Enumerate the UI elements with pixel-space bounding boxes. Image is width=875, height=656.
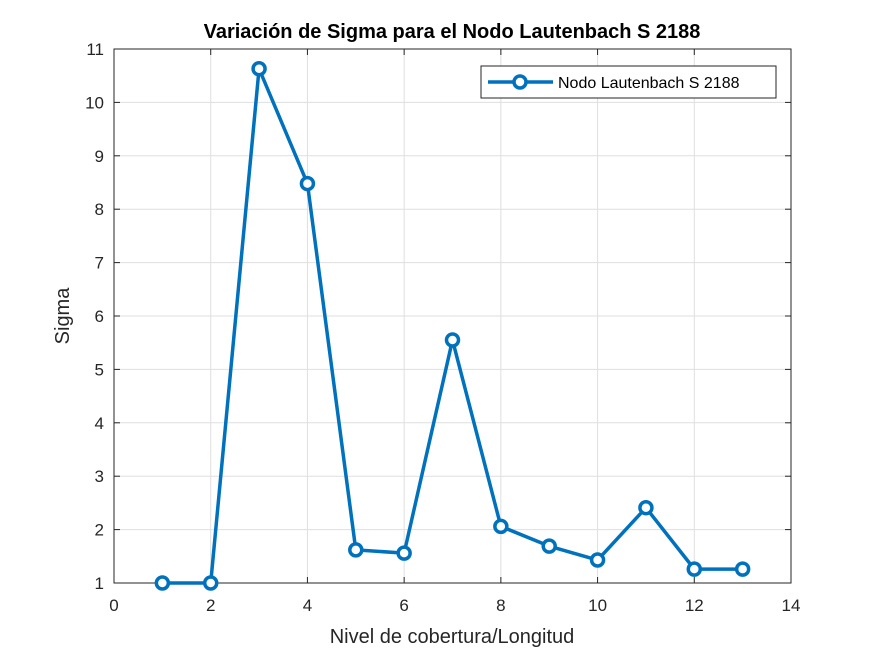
y-tick-label: 6 (95, 307, 104, 326)
data-point (396, 545, 412, 561)
data-point (686, 561, 703, 577)
y-tick-label: 1 (95, 574, 104, 593)
y-tick-label: 10 (85, 93, 104, 112)
data-point (154, 575, 171, 591)
x-tick-labels: 0 2 4 6 8 10 12 14 (109, 596, 800, 615)
x-tick-label: 2 (206, 596, 215, 615)
y-tick-label: 5 (95, 360, 104, 379)
x-axis-label: Nivel de cobertura/Longitud (330, 626, 575, 648)
y-tick-label: 11 (86, 40, 104, 59)
series-group (154, 61, 751, 591)
data-point (202, 575, 219, 591)
y-tick-labels: 1 2 3 4 5 6 7 8 9 10 11 (85, 40, 104, 593)
y-tick-label: 4 (95, 414, 104, 433)
x-tick-label: 6 (399, 596, 408, 615)
x-tick-label: 8 (496, 596, 505, 615)
data-point (444, 332, 461, 348)
legend: Nodo Lautenbach S 2188 (480, 65, 777, 99)
x-tick-label: 4 (303, 596, 312, 615)
y-tick-label: 2 (95, 521, 104, 540)
y-axis-label: Sigma (52, 287, 74, 345)
legend-entry: Nodo Lautenbach S 2188 (558, 75, 740, 92)
y-tick-label: 7 (95, 254, 104, 273)
x-tick-label: 12 (685, 596, 704, 615)
data-point (589, 552, 606, 568)
y-tick-label: 8 (95, 200, 104, 219)
data-point (348, 542, 364, 558)
data-point (638, 499, 654, 516)
legend-marker-sample (512, 74, 528, 90)
x-tick-label: 14 (782, 596, 801, 615)
x-tick-label: 0 (109, 596, 118, 615)
data-point (541, 538, 557, 554)
x-tick-label: 10 (588, 596, 607, 615)
data-point (734, 561, 751, 577)
y-tick-label: 3 (95, 467, 104, 486)
y-tick-label: 9 (95, 147, 104, 166)
data-point (251, 61, 267, 77)
chart-title: Variación de Sigma para el Nodo Lautenba… (204, 21, 701, 43)
data-point (299, 175, 316, 192)
data-point (493, 518, 509, 535)
